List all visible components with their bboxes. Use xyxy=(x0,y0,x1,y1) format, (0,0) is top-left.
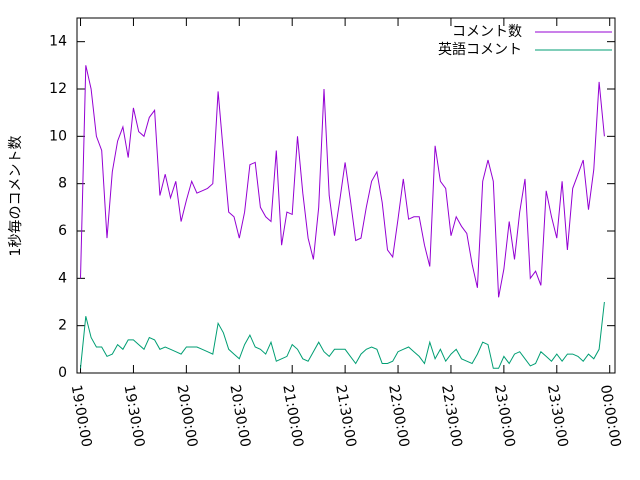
y-tick-label: 0 xyxy=(58,365,67,381)
y-tick-label: 8 xyxy=(58,176,67,192)
legend-label: 英語コメント xyxy=(438,41,522,58)
y-axis-label: 1秒毎のコメント数 xyxy=(8,136,24,257)
series-line xyxy=(80,65,605,298)
plot-border xyxy=(76,17,616,374)
y-tick-label: 10 xyxy=(49,128,67,144)
y-tick-label: 6 xyxy=(58,223,67,239)
y-tick-label: 14 xyxy=(49,34,67,50)
y-tick-label: 12 xyxy=(49,81,67,97)
y-tick-label: 4 xyxy=(58,270,67,286)
legend-label: コメント数 xyxy=(452,24,522,40)
series-line xyxy=(80,301,605,369)
y-tick-label: 2 xyxy=(58,318,67,334)
